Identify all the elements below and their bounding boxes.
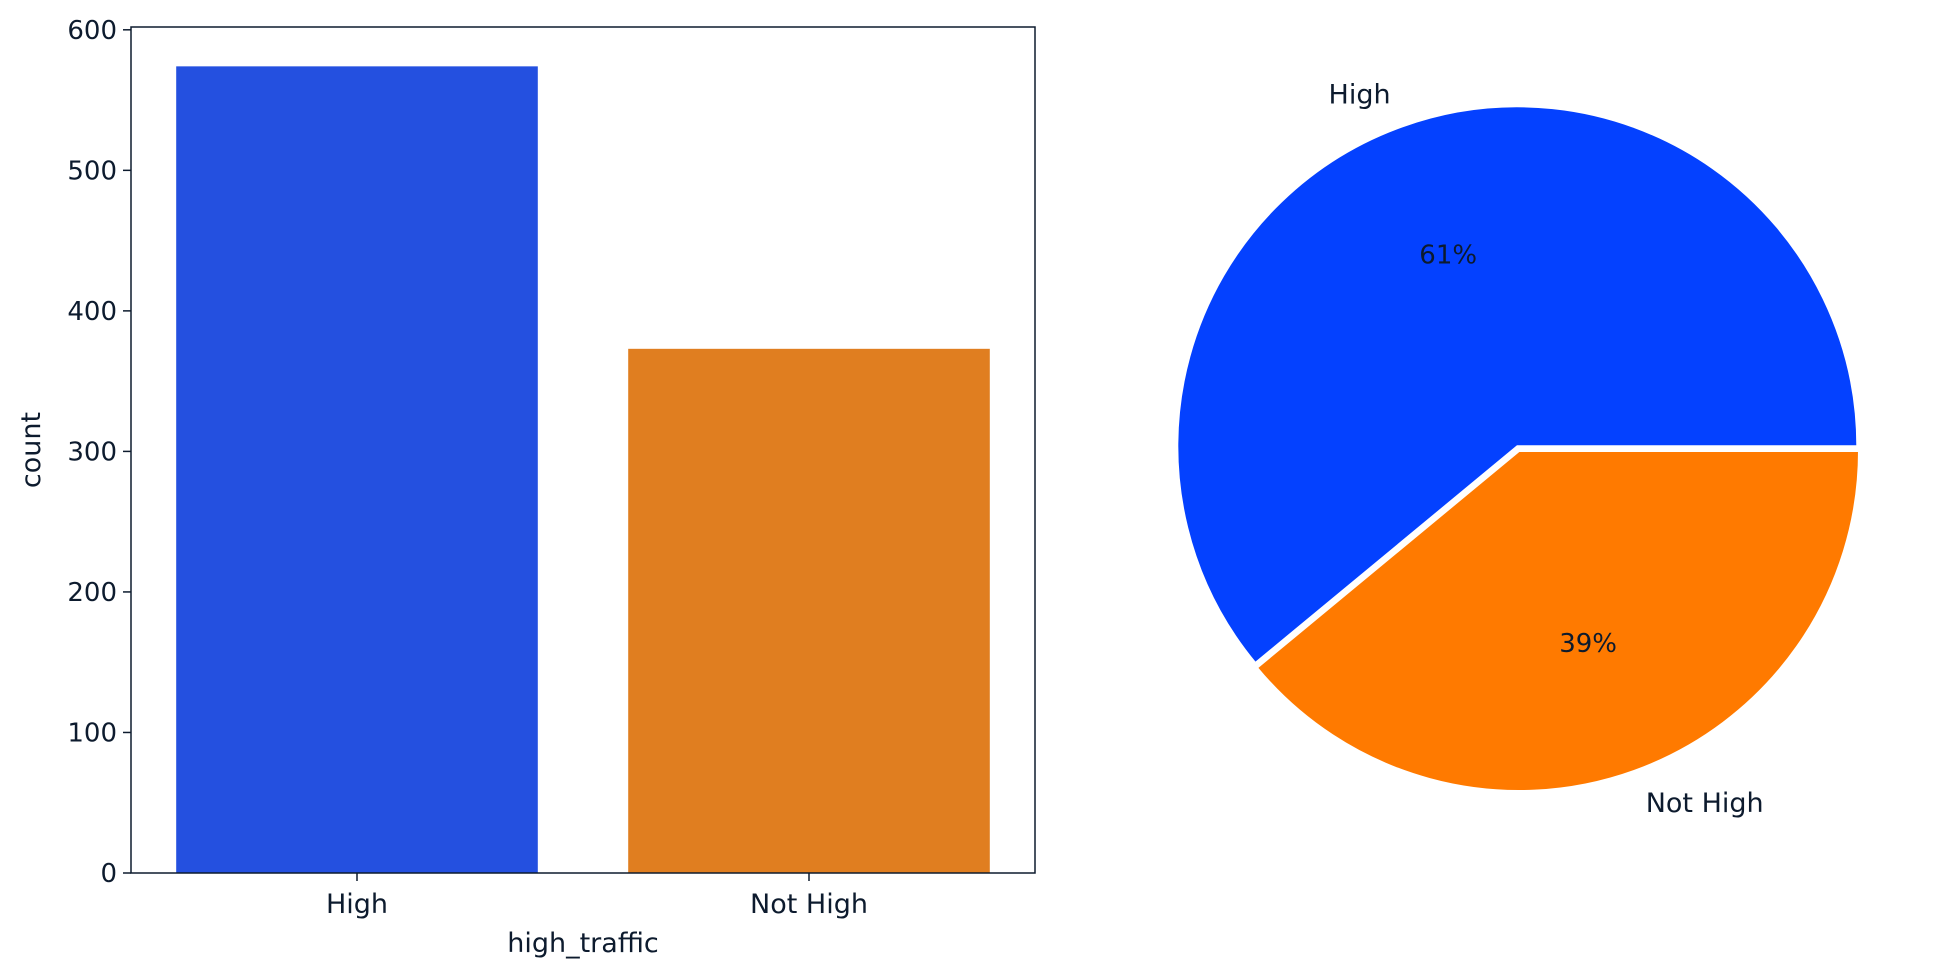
x-axis-label: high_traffic (507, 928, 659, 959)
pie-percent-label: 61% (1419, 240, 1477, 270)
y-tick-label: 400 (67, 297, 117, 327)
x-tick-label: High (326, 889, 388, 920)
bars (176, 66, 990, 874)
pie-percent-label: 39% (1559, 629, 1617, 659)
x-tick-label: Not High (750, 889, 868, 920)
y-tick-label: 600 (67, 16, 117, 46)
pie-slice-high (1176, 105, 1859, 665)
pie-labels: 61% High 39% Not High (1329, 79, 1764, 818)
y-tick-label: 200 (67, 578, 117, 608)
pie-slice-not-high (1255, 450, 1861, 792)
bar-not-high (628, 348, 990, 873)
y-tick-label: 500 (67, 156, 117, 186)
x-axis-ticks: High Not High (326, 873, 868, 920)
pie-category-label: High (1329, 79, 1391, 110)
y-axis-label: count (16, 412, 47, 488)
pie-category-label: Not High (1646, 788, 1764, 819)
bar-plot-frame (130, 26, 1036, 874)
bar-high (176, 66, 538, 874)
y-axis-ticks: 0 100 200 300 400 500 600 (67, 16, 131, 889)
y-tick-label: 0 (100, 859, 117, 889)
y-tick-label: 300 (67, 437, 117, 467)
y-tick-label: 100 (67, 718, 117, 748)
pie-chart: 61% High 39% Not High (1176, 79, 1861, 819)
pie-slices (1176, 105, 1861, 792)
bar-chart: 0 100 200 300 400 500 600 High Not High high_tr… (16, 16, 1036, 959)
